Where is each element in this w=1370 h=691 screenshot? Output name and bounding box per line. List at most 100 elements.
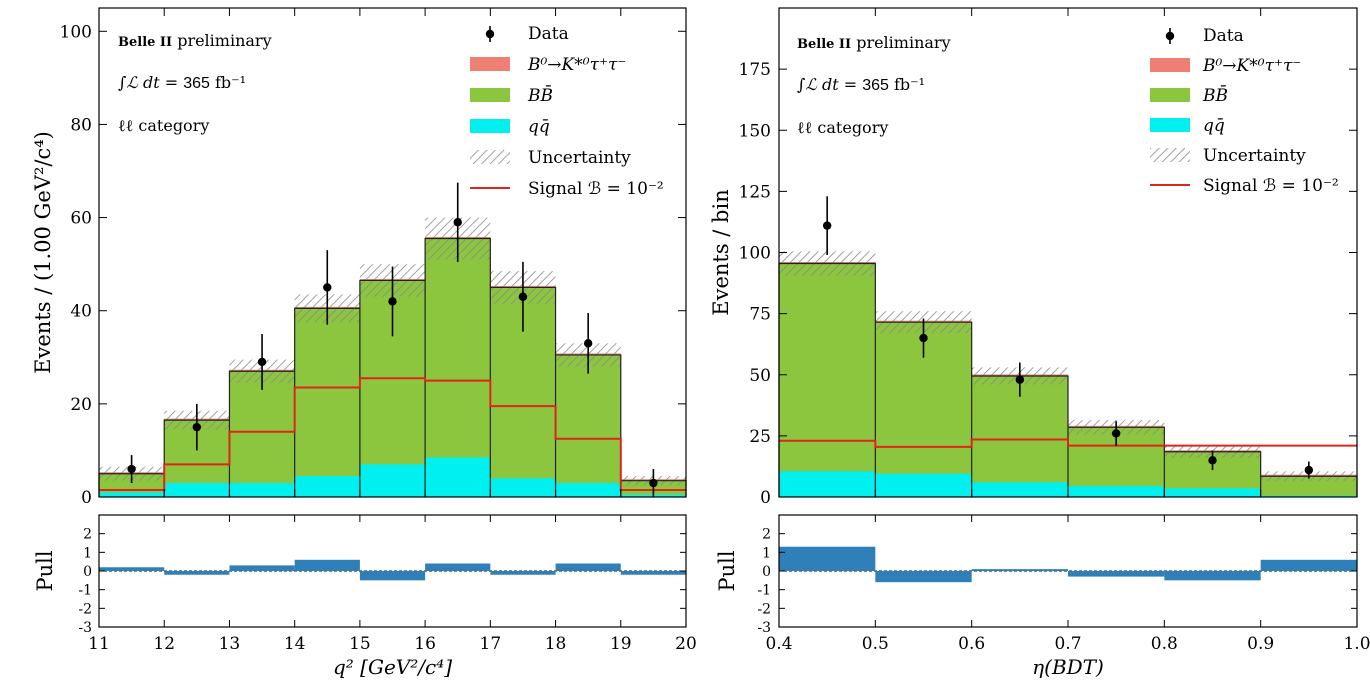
x-tick-label: 16 [414,634,436,654]
signal-line [779,438,1357,448]
bb-bar [229,371,295,497]
legend-label-signal-line: Signal ℬ = 10⁻² [528,179,664,199]
preliminary-label: preliminary [172,31,272,50]
pull-y-tick-label: -2 [78,601,92,617]
pull-bar [1164,571,1261,581]
y-tick-label: 25 [749,427,771,447]
legend-label-signal-line: Signal ℬ = 10⁻² [1203,176,1339,196]
data-point [1304,465,1314,475]
pull-bar [555,563,621,571]
legend-signal-swatch [1150,58,1190,72]
bb-bar [425,238,491,497]
bb-bar [294,308,360,497]
x-tick-label: 17 [480,634,502,654]
lumi-value: 365 [862,77,889,94]
qq-bar [99,492,165,497]
y-tick-label: 75 [749,305,771,325]
data-point [192,422,202,432]
luminosity-label: ∫ℒ dt = 365 fb⁻¹ [118,73,246,92]
legend-uncertainty-swatch [1150,148,1190,162]
pull-bar [294,559,360,571]
experiment-name: Belle II [118,35,172,50]
pull-bar [620,571,686,575]
pull-axis-label: Pull [715,550,739,591]
pull-bar [1068,571,1165,577]
legend-label-qq: qq̄ [1203,116,1225,136]
pull-bar [99,567,165,571]
experiment-name: Belle II [797,37,851,52]
data-point [583,339,593,348]
legend-qq-swatch [470,119,510,133]
category-label: ℓℓ category [118,116,209,135]
qq-bar [1068,485,1165,497]
legend-label-uncertainty: Uncertainty [1203,146,1306,166]
x-tick-label: 0.8 [1151,634,1178,654]
x-tick-label: 1.0 [1343,634,1370,654]
data-point [919,333,928,343]
x-tick-label: 20 [675,634,697,654]
data-point [1111,429,1121,438]
experiment-label: Belle II preliminary [797,33,951,52]
x-tick-label: 0.4 [765,634,792,654]
y-tick-label: 100 [739,244,771,264]
pull-axis-label: Pull [33,550,57,591]
pull-bar [971,569,1068,571]
legend-label-signal: B⁰→K*⁰τ⁺τ⁻ [1202,56,1301,76]
data-point [518,292,528,301]
lumi-unit: fb⁻¹ [210,73,246,92]
data-point [453,218,462,227]
lumi-unit: fb⁻¹ [889,75,925,94]
bb-bar [779,263,876,497]
legend-label-bb: BB̄ [527,84,553,106]
x-tick-label: 0.7 [1054,634,1081,654]
lumi-prefix: ∫ℒ dt = [797,75,862,94]
lumi-prefix: ∫ℒ dt = [118,73,183,92]
y-axis-label: Events / bin [709,189,733,315]
pull-y-tick-label: 1 [762,545,771,561]
legend-label-signal: B⁰→K*⁰τ⁺τ⁻ [527,55,626,75]
pull-y-tick-label: 0 [83,564,92,580]
bb-bar [555,354,621,497]
data-point [1015,375,1025,384]
experiment-label: Belle II preliminary [118,31,272,50]
y-tick-label: 40 [70,302,92,322]
data-point [388,297,397,306]
pull-bar [490,571,556,575]
x-tick-label: 11 [88,634,110,654]
pull-bar [164,571,230,575]
y-tick-label: 100 [60,22,92,42]
bb-bar [1260,476,1357,497]
qq-bar [779,471,876,497]
legend-data-marker [485,29,495,39]
x-tick-label: 14 [284,634,306,654]
pull-y-tick-label: 2 [83,527,92,543]
pull-y-tick-label: -1 [78,583,92,599]
pull-y-tick-label: -3 [78,620,92,636]
pull-y-tick-label: 2 [762,527,771,543]
legend-bb-swatch [470,88,510,102]
pull-bar [359,571,426,581]
y-tick-label: 0 [760,488,771,508]
qq-bar [875,473,972,497]
pull-y-tick-label: 1 [83,545,92,561]
legend-qq-swatch [1150,118,1190,132]
x-tick-label: 0.6 [958,634,985,654]
main-plot-frame [98,7,687,498]
data-point [127,464,136,474]
legend-label-qq: qq̄ [528,117,550,137]
signal-line [99,377,686,492]
category-label: ℓℓ category [797,118,888,137]
x-tick-label: 15 [349,634,371,654]
pull-y-tick-label: -3 [757,620,771,636]
pull-bar [425,563,491,571]
data-point [649,478,658,488]
y-tick-label: 125 [739,182,771,202]
qq-bar [359,464,426,497]
legend-bb-swatch [1150,88,1190,102]
y-tick-label: 60 [70,209,92,229]
data-point [323,283,332,292]
qq-bar [425,457,491,497]
qq-bar [971,482,1068,497]
y-tick-label: 150 [739,121,771,141]
legend-uncertainty-swatch [470,150,510,164]
